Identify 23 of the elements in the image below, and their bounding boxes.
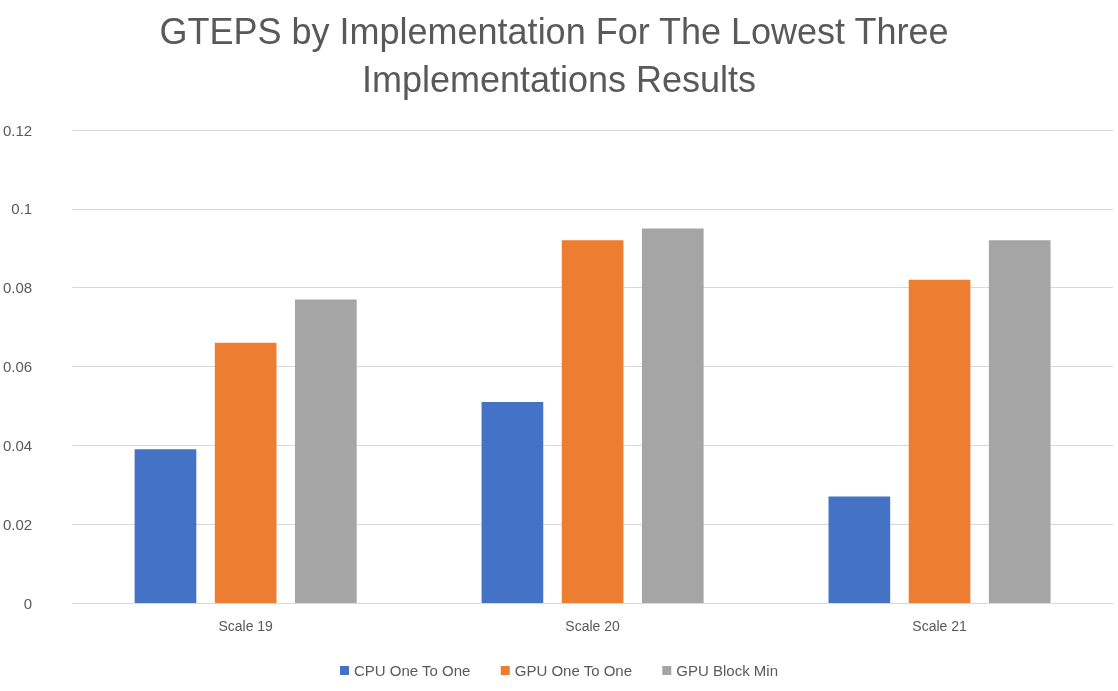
y-tick-label: 0.02 xyxy=(2,515,33,533)
y-tick-label: 0.06 xyxy=(2,358,33,375)
x-tick-label: Scale 19 xyxy=(218,618,274,634)
y-tick-label: 0.04 xyxy=(2,436,33,454)
y-tick-label: 0 xyxy=(23,594,33,612)
bar xyxy=(481,401,544,603)
bar xyxy=(908,279,971,603)
x-tick-label: Scale 20 xyxy=(565,618,621,634)
y-tick-label: 0.1 xyxy=(11,200,33,218)
legend-label: GPU One To One xyxy=(514,662,633,679)
bar xyxy=(988,240,1051,603)
x-tick-label: Scale 21 xyxy=(912,618,967,634)
bar xyxy=(295,299,357,603)
legend-label: CPU One To One xyxy=(354,662,471,679)
bar xyxy=(134,449,197,603)
y-tick-label: 0.08 xyxy=(2,279,33,297)
bar xyxy=(214,342,277,603)
bar xyxy=(561,240,624,603)
legend-label: GPU Block Min xyxy=(676,662,778,679)
bar xyxy=(641,228,704,603)
bar xyxy=(828,496,891,603)
y-tick-label: 0.12 xyxy=(2,121,33,139)
chart-title: GTEPS by Implementation For The Lowest Three Implementations Results xyxy=(159,10,959,100)
